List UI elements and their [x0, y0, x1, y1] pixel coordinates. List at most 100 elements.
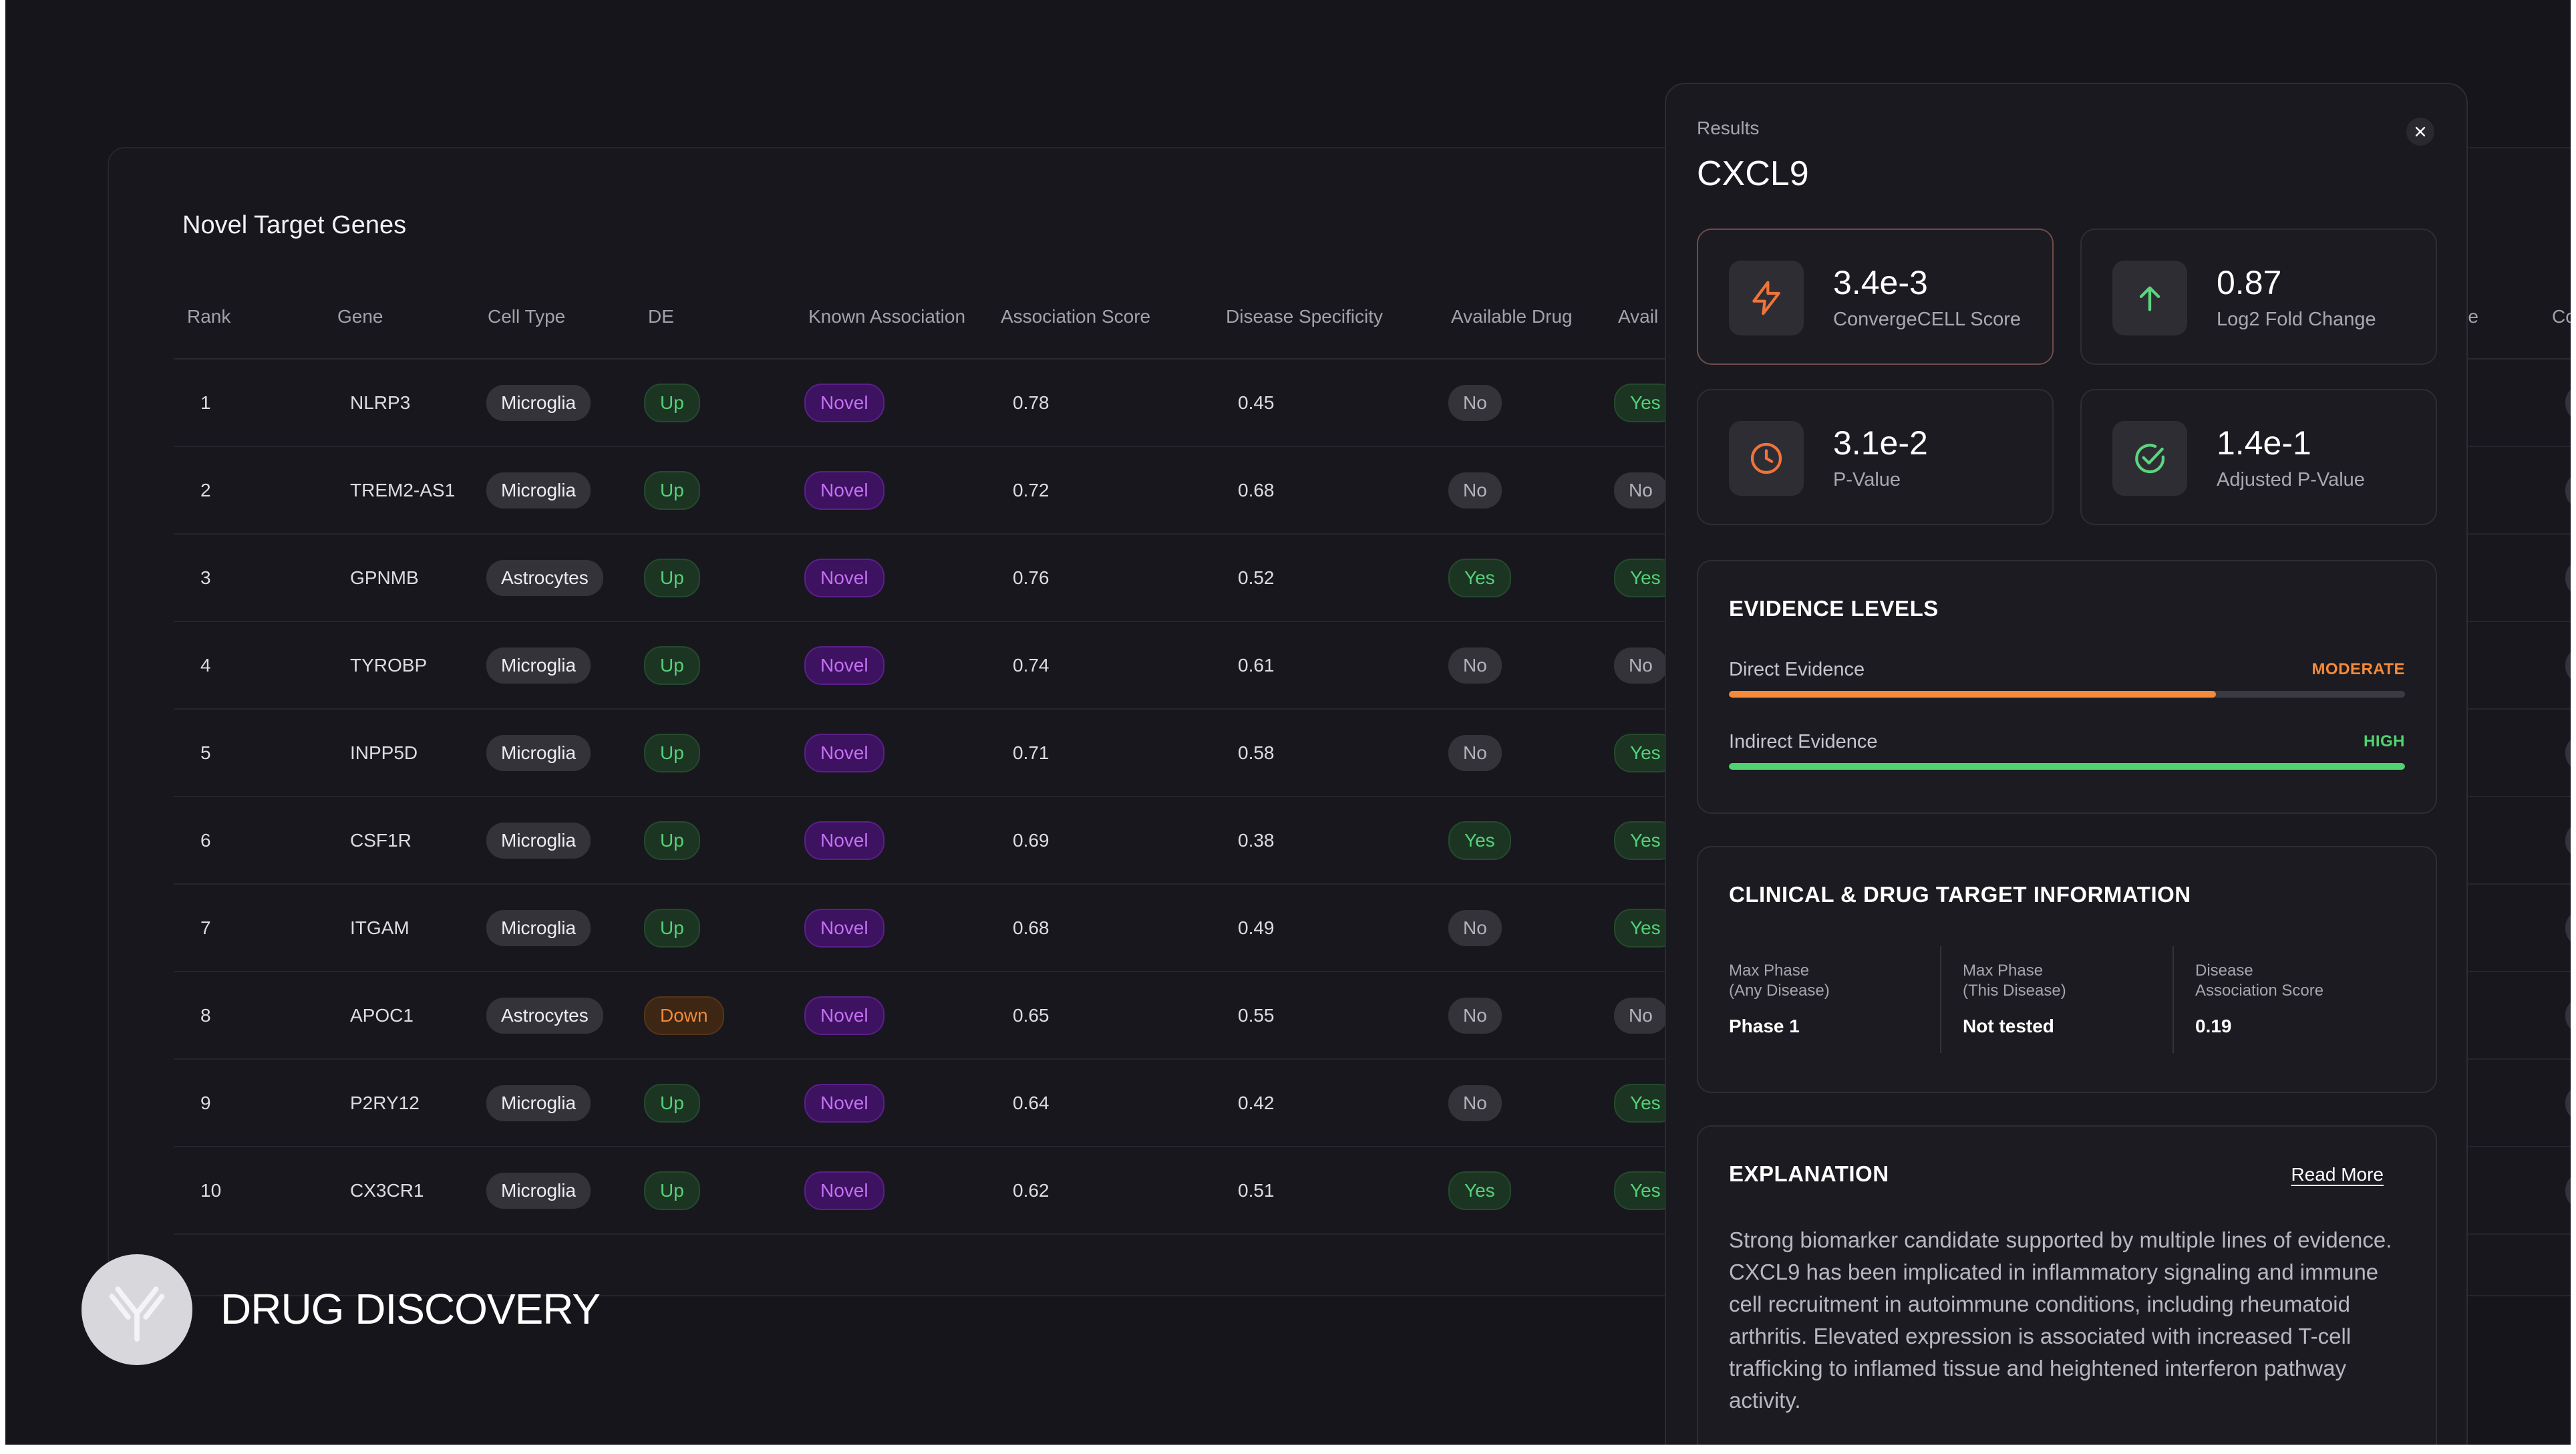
header-edge-2[interactable]: Co: [2552, 306, 2571, 327]
cell-disease-specificity: 0.55: [1238, 1004, 1275, 1026]
cell-type-badge: Microglia: [486, 822, 591, 859]
known-association-badge: Novel: [804, 1083, 884, 1123]
panel-label: Results: [1697, 118, 1760, 138]
cell-association-score-cell: 0.71: [1013, 742, 1050, 764]
de-badge-cell: Up: [644, 1083, 700, 1123]
de-badge-cell: Up: [644, 470, 700, 510]
edge-cell-cell: 0: [2565, 559, 2571, 596]
cell-rank: 4: [200, 654, 211, 676]
cell-gene-cell: CX3CR1: [350, 1180, 424, 1201]
metric-value: 3.1e-2: [1833, 424, 1928, 462]
header-gene[interactable]: Gene: [337, 306, 383, 327]
cell-rank-cell: 8: [200, 1005, 211, 1026]
known-association-badge-cell: Novel: [804, 558, 884, 597]
available-drug-badge-cell: No: [1448, 909, 1502, 946]
cell-rank: 3: [200, 567, 211, 588]
cell-type-badge: Astrocytes: [486, 997, 603, 1034]
available-drug-badge: No: [1448, 1084, 1502, 1121]
cell-disease-specificity-cell: 0.51: [1238, 1180, 1275, 1201]
cell-gene: INPP5D: [350, 742, 418, 763]
cell-gene: NLRP3: [350, 392, 411, 413]
cell-association-score-cell: 0.78: [1013, 392, 1050, 414]
cell-rank: 9: [200, 1092, 211, 1113]
de-badge-cell: Up: [644, 821, 700, 860]
de-badge: Up: [644, 645, 700, 685]
known-association-badge-cell: Novel: [804, 908, 884, 948]
cell-rank-cell: 9: [200, 1093, 211, 1114]
available-partial-badge-cell: No: [1614, 997, 1667, 1034]
known-association-badge-cell: Novel: [804, 1083, 884, 1123]
available-partial-badge-cell: No: [1614, 647, 1667, 684]
metric-label: Adjusted P-Value: [2217, 469, 2365, 490]
available-drug-badge-cell: No: [1448, 472, 1502, 508]
known-association-badge-cell: Novel: [804, 470, 884, 510]
cell-gene: TREM2-AS1: [350, 479, 456, 500]
known-association-badge-cell: Novel: [804, 383, 884, 422]
cell-disease-specificity-cell: 0.38: [1238, 830, 1275, 851]
de-badge-cell: Down: [644, 996, 724, 1035]
cell-rank-cell: 2: [200, 480, 211, 501]
table-row[interactable]: 4 TYROBP Microglia Up Novel 0.74 0.61 No No 0: [174, 622, 2571, 710]
cell-association-score: 0.78: [1013, 392, 1050, 413]
cell-association-score-cell: 0.69: [1013, 830, 1050, 851]
arrow-up-icon: [2112, 261, 2187, 335]
edge-cell: 0: [2565, 384, 2571, 421]
evidence-title: EVIDENCE LEVELS: [1729, 596, 1939, 621]
cell-disease-specificity: 0.38: [1238, 829, 1275, 851]
edge-cell: 0: [2565, 559, 2571, 596]
known-association-badge-cell: Novel: [804, 645, 884, 685]
known-association-badge: Novel: [804, 996, 884, 1035]
de-badge-cell: Up: [644, 383, 700, 422]
metric-card-p-value[interactable]: 3.1e-2 P-Value: [1697, 389, 2054, 525]
header-disease-specificity[interactable]: Disease Specificity: [1226, 306, 1383, 327]
clinical-max-phase-any: Max Phase (Any Disease) Phase 1: [1708, 946, 1935, 1053]
cell-type-badge-cell: Astrocytes: [486, 997, 603, 1034]
explanation-section: EXPLANATION Read More Strong biomarker c…: [1697, 1125, 2437, 1445]
cell-rank: 8: [200, 1004, 211, 1026]
header-rank[interactable]: Rank: [187, 306, 231, 327]
cell-gene-cell: TREM2-AS1: [350, 480, 455, 501]
header-known-association[interactable]: Known Association: [808, 306, 966, 327]
clinical-label: Max Phase (Any Disease): [1729, 962, 1830, 1000]
table-row[interactable]: 8 APOC1 Astrocytes Down Novel 0.65 0.55 No No 0: [174, 972, 2571, 1060]
cell-association-score-cell: 0.74: [1013, 655, 1050, 676]
cell-disease-specificity: 0.61: [1238, 654, 1275, 676]
table-row[interactable]: 2 TREM2-AS1 Microglia Up Novel 0.72 0.68 No No 0: [174, 447, 2571, 535]
header-association-score[interactable]: Association Score: [1001, 306, 1151, 327]
header-available-partial[interactable]: Avail: [1618, 306, 1659, 327]
edge-cell-cell: 0: [2565, 822, 2571, 859]
cell-type-badge: Microglia: [486, 1172, 591, 1209]
indirect-evidence-fill: [1729, 763, 2405, 770]
close-button[interactable]: [2406, 118, 2434, 146]
cell-association-score: 0.76: [1013, 567, 1050, 588]
direct-evidence-label: Direct Evidence: [1729, 659, 1865, 680]
known-association-badge-cell: Novel: [804, 821, 884, 860]
de-badge-cell: Up: [644, 1171, 700, 1210]
metric-card-log2-fold-change[interactable]: 0.87 Log2 Fold Change: [2080, 229, 2437, 365]
edge-cell: 0: [2565, 647, 2571, 684]
edge-cell: 0: [2565, 734, 2571, 771]
metric-card-convergecell-score[interactable]: 3.4e-3 ConvergeCELL Score: [1697, 229, 2054, 365]
cell-disease-specificity: 0.68: [1238, 479, 1275, 500]
edge-cell: 0: [2565, 822, 2571, 859]
known-association-badge: Novel: [804, 1171, 884, 1210]
clinical-value: 0.19: [2195, 1016, 2232, 1036]
header-de[interactable]: DE: [648, 306, 674, 327]
cell-association-score: 0.69: [1013, 829, 1050, 851]
cell-type-badge-cell: Microglia: [486, 384, 591, 421]
table-title: Novel Target Genes: [182, 211, 407, 239]
metric-card-adjusted-p-value[interactable]: 1.4e-1 Adjusted P-Value: [2080, 389, 2437, 525]
read-more-link[interactable]: Read More: [2291, 1164, 2384, 1185]
header-available-drug[interactable]: Available Drug: [1451, 306, 1573, 327]
header-cell-type[interactable]: Cell Type: [488, 306, 566, 327]
cell-disease-specificity: 0.42: [1238, 1092, 1275, 1113]
known-association-badge-cell: Novel: [804, 733, 884, 772]
available-partial-badge: No: [1614, 472, 1667, 508]
available-drug-badge-cell: Yes: [1448, 558, 1511, 597]
available-drug-badge: Yes: [1448, 558, 1511, 597]
